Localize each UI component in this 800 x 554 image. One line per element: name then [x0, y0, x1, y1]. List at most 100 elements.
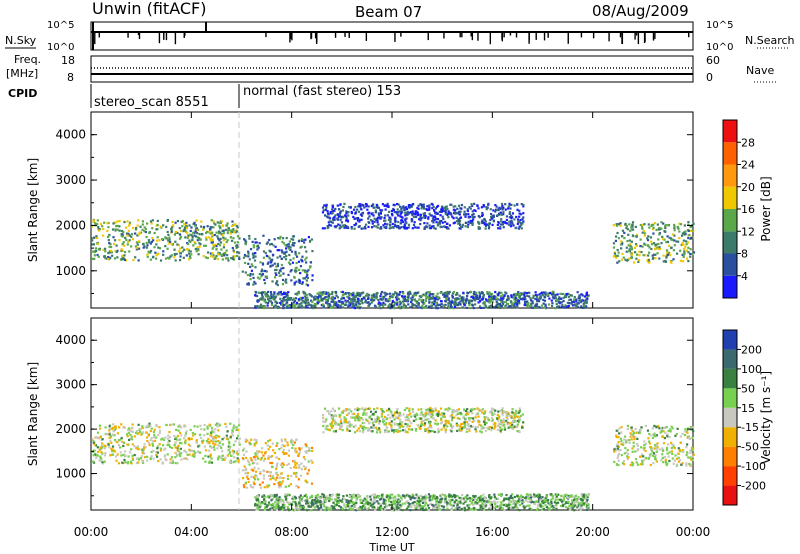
scatter-cell — [559, 292, 562, 295]
scatter-cell — [687, 251, 690, 254]
scatter-cell — [455, 422, 458, 425]
scatter-cell — [485, 205, 488, 209]
scatter-cell — [276, 306, 280, 310]
scatter-cell — [493, 493, 496, 496]
scatter-cell — [271, 476, 274, 479]
scatter-cell — [419, 223, 422, 226]
scatter-cell — [128, 221, 132, 224]
scatter-cell — [556, 298, 559, 301]
scatter-cell — [321, 417, 325, 420]
scatter-cell — [175, 252, 178, 256]
scatter-cell — [414, 213, 417, 216]
scatter-cell — [403, 303, 406, 307]
scatter-cell — [284, 244, 287, 247]
scatter-cell — [233, 231, 236, 234]
scatter-cell — [111, 228, 115, 231]
scatter-cell — [103, 255, 106, 258]
scatter-cell — [651, 254, 654, 257]
scatter-cell — [375, 297, 378, 300]
scatter-cell — [256, 452, 259, 455]
scatter-cell — [358, 220, 361, 223]
scatter-cell — [380, 290, 384, 294]
scatter-cell — [250, 485, 253, 488]
scatter-cell — [371, 204, 374, 207]
scatter-cell — [453, 305, 457, 309]
scatter-cell — [333, 215, 336, 219]
scatter-cell — [499, 409, 502, 412]
scatter-cell — [386, 298, 389, 301]
scatter-cell — [517, 290, 520, 294]
scatter-cell — [96, 453, 99, 457]
scatter-cell — [158, 431, 161, 435]
scatter-cell — [158, 239, 161, 242]
scatter-cell — [436, 224, 439, 227]
scatter-cell — [425, 292, 428, 295]
scatter-cell — [483, 416, 486, 419]
scatter-cell — [229, 459, 232, 462]
scatter-cell — [466, 225, 470, 229]
scatter-cell — [238, 256, 241, 259]
scatter-cell — [428, 294, 431, 297]
scatter-cell — [301, 296, 304, 300]
scatter-cell — [389, 224, 392, 227]
scatter-cell — [216, 221, 219, 224]
scatter-cell — [377, 302, 380, 305]
scatter-cell — [394, 508, 397, 511]
scatter-cell — [401, 290, 404, 294]
scatter-cell — [682, 260, 685, 263]
scatter-cell — [258, 242, 261, 245]
scatter-cell — [264, 301, 268, 304]
scatter-cell — [630, 228, 633, 231]
scatter-cell — [578, 296, 581, 300]
scatter-cell — [655, 228, 658, 232]
scatter-cell — [198, 245, 201, 248]
scatter-cell — [482, 306, 485, 309]
scatter-cell — [254, 442, 257, 445]
scatter-cell — [406, 493, 409, 496]
scatter-cell — [207, 455, 210, 458]
scatter-cell — [627, 250, 631, 253]
scatter-cell — [263, 457, 267, 460]
scatter-cell — [451, 215, 454, 218]
scatter-cell — [547, 293, 550, 296]
scatter-cell — [99, 446, 102, 449]
scatter-cell — [441, 293, 445, 296]
scatter-cell — [504, 291, 507, 294]
scatter-cell — [562, 306, 565, 309]
scatter-cell — [381, 203, 384, 206]
scatter-cell — [112, 222, 115, 225]
scatter-cell — [481, 221, 484, 224]
scatter-cell — [465, 297, 468, 300]
scatter-cell — [382, 296, 386, 299]
scatter-cell — [688, 233, 691, 237]
scatter-cell — [664, 259, 667, 263]
scatter-cell — [241, 469, 244, 472]
scatter-cell — [291, 302, 294, 305]
scatter-cell — [435, 307, 438, 310]
scatter-cell — [481, 219, 484, 222]
scatter-cell — [414, 291, 417, 294]
scatter-cell — [107, 257, 110, 261]
scatter-cell — [392, 305, 395, 308]
scatter-cell — [630, 226, 633, 229]
scatter-cell — [229, 422, 232, 425]
scatter-cell — [529, 299, 533, 302]
scatter-cell — [288, 245, 291, 248]
scatter-cell — [217, 455, 221, 458]
scatter-cell — [513, 218, 516, 221]
scatter-cell — [431, 217, 435, 220]
scatter-cell — [514, 503, 517, 506]
scatter-cell — [293, 269, 297, 272]
scatter-cell — [128, 223, 131, 226]
scatter-cell — [354, 424, 357, 427]
scatter-cell — [563, 502, 566, 505]
scatter-cell — [300, 447, 303, 450]
scatter-cell — [94, 222, 97, 225]
scatter-cell — [329, 304, 332, 307]
scatter-cell — [238, 437, 242, 440]
scatter-cell — [469, 306, 472, 310]
scatter-cell — [642, 254, 645, 257]
scatter-cell — [176, 447, 179, 450]
scatter-cell — [403, 211, 406, 214]
scatter-cell — [300, 238, 304, 241]
